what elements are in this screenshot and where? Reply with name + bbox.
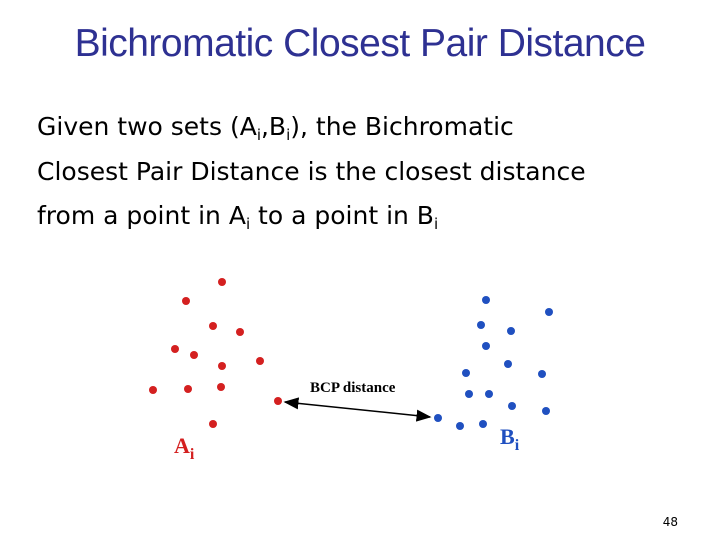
set-a-label: Ai xyxy=(174,433,195,463)
set-b-label: Bi xyxy=(500,424,520,454)
subscript: i xyxy=(190,446,195,463)
text: ,B xyxy=(260,112,287,141)
letter: A xyxy=(174,433,190,458)
letter: B xyxy=(500,424,515,449)
set-a-points xyxy=(149,278,282,428)
subscript: i xyxy=(433,215,439,233)
set-b-points xyxy=(434,296,553,430)
text: Closest Pair Distance is the closest dis… xyxy=(37,157,586,186)
slide-title: Bichromatic Closest Pair Distance xyxy=(74,22,646,65)
body-line: Closest Pair Distance is the closest dis… xyxy=(37,157,586,186)
subscript: i xyxy=(256,126,261,144)
body-line: Given two sets (Ai,Bi), the Bichromatic xyxy=(37,112,514,144)
text: Given two sets (A xyxy=(37,112,257,141)
distance-arrow xyxy=(283,397,432,422)
text: ), the Bichromatic xyxy=(290,112,514,141)
subscript: i xyxy=(286,126,291,144)
subscript: i xyxy=(515,437,520,454)
body-line: from a point in Ai to a point in Bi xyxy=(37,201,439,233)
page-number: 48 xyxy=(662,515,678,529)
arrow-label: BCP distance xyxy=(310,380,396,396)
text: to a point in B xyxy=(250,201,434,230)
text: from a point in A xyxy=(37,201,246,230)
subscript: i xyxy=(245,215,251,233)
